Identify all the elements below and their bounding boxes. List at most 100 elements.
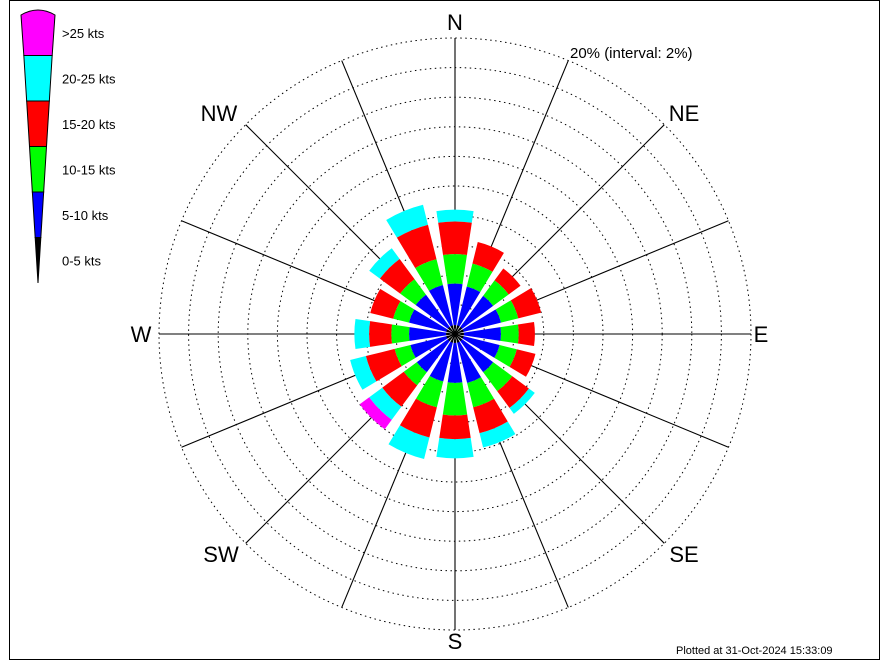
- legend-swatch-4: [31, 191, 45, 238]
- petal-e-bin-0: [455, 332, 464, 336]
- petal-s-bin-0: [453, 334, 457, 343]
- petal-ene-bin-0: [455, 329, 464, 334]
- petal-ssw-bin-1: [429, 341, 453, 382]
- compass-label-e: E: [754, 322, 769, 347]
- petal-nnw-bin-1: [429, 285, 453, 327]
- petal-wsw-bin-0: [446, 334, 455, 339]
- petal-sse-bin-2: [467, 377, 494, 408]
- compass-label-sw: SW: [203, 542, 239, 567]
- petal-ssw-bin-3: [399, 398, 437, 438]
- petal-ene-bin-2: [495, 300, 519, 323]
- petal-ssw-bin-4: [388, 425, 430, 459]
- petal-sse-bin-3: [473, 398, 508, 434]
- compass-label-nw: NW: [201, 101, 238, 126]
- petal-n-bin-0: [453, 325, 457, 334]
- petal-wnw-bin-3: [370, 288, 401, 319]
- wind-petals: [350, 204, 542, 459]
- petal-sw-bin-4: [369, 387, 402, 420]
- petal-n-bin-3: [438, 221, 472, 255]
- legend-swatch-5: [34, 237, 42, 284]
- petal-n-bin-1: [447, 283, 463, 326]
- petal-sw-bin-5: [359, 397, 392, 430]
- petal-wsw-bin-2: [394, 345, 416, 367]
- legend-swatch-0: [20, 9, 56, 56]
- petal-e-bin-1: [463, 327, 501, 341]
- petal-se-bin-0: [455, 334, 463, 342]
- petal-nne-bin-2: [466, 263, 493, 293]
- petal-sse-bin-4: [479, 421, 516, 448]
- petal-s-bin-2: [442, 382, 468, 416]
- plotted-timestamp: Plotted at 31-Oct-2024 15:33:09: [676, 645, 833, 657]
- petal-nne-bin-1: [457, 286, 481, 327]
- petal-wsw-bin-3: [365, 348, 402, 382]
- petal-wsw-bin-1: [410, 336, 448, 358]
- petal-ne-bin-0: [455, 326, 463, 334]
- compass-labels: N NE E SE S SW W NW: [131, 10, 769, 654]
- petal-ese-bin-0: [455, 334, 464, 339]
- petal-ne-bin-1: [460, 295, 494, 329]
- petal-se-bin-1: [460, 339, 494, 373]
- petal-ssw-bin-0: [450, 334, 455, 343]
- ring-scale-label: 20% (interval: 2%): [570, 45, 693, 62]
- compass-label-ne: NE: [669, 101, 700, 126]
- petal-n-bin-2: [443, 254, 467, 285]
- petal-nw-bin-0: [447, 326, 455, 334]
- petal-wsw-bin-4: [350, 356, 377, 390]
- petal-ene-bin-3: [510, 288, 542, 319]
- petal-se-bin-4: [509, 388, 535, 414]
- legend-label-3: 10-15 kts: [62, 162, 116, 177]
- compass-label-se: SE: [669, 542, 698, 567]
- plot-frame: [9, 0, 880, 660]
- petal-s-bin-1: [447, 342, 463, 383]
- petal-se-bin-3: [497, 376, 529, 408]
- petal-se-bin-2: [483, 362, 513, 392]
- petal-w-bin-4: [354, 318, 371, 350]
- petal-nne-bin-3: [472, 242, 504, 272]
- petal-sw-bin-0: [447, 334, 455, 342]
- petal-wnw-bin-2: [393, 301, 415, 323]
- petal-nw-bin-1: [415, 294, 450, 329]
- petal-nw-bin-2: [400, 279, 427, 306]
- petal-ese-bin-3: [509, 349, 536, 377]
- petal-w-bin-1: [409, 327, 447, 341]
- petal-nnw-bin-0: [450, 325, 455, 334]
- legend-label-1: 20-25 kts: [62, 71, 116, 86]
- petal-wnw-bin-1: [409, 309, 448, 332]
- petal-wnw-bin-0: [446, 329, 455, 334]
- petal-ssw-bin-2: [416, 375, 444, 408]
- petal-nnw-bin-3: [396, 224, 437, 269]
- petal-sw-bin-2: [403, 362, 427, 386]
- petal-nnw-bin-4: [386, 204, 428, 238]
- legend-swatch-3: [28, 146, 48, 193]
- legend-label-0: >25 kts: [62, 26, 105, 41]
- compass-label-s: S: [448, 629, 463, 654]
- legend-label-2: 15-20 kts: [62, 117, 116, 132]
- legend-swatch-1: [23, 55, 53, 102]
- petal-ese-bin-2: [494, 345, 517, 367]
- petal-w-bin-0: [446, 332, 455, 336]
- petal-e-bin-2: [500, 324, 519, 344]
- petal-n-bin-4: [436, 209, 474, 223]
- petal-sse-bin-0: [455, 334, 460, 343]
- petal-sw-bin-3: [382, 371, 418, 407]
- compass-label-w: W: [131, 322, 152, 347]
- legend-label-4: 5-10 kts: [62, 208, 109, 223]
- petal-ese-bin-1: [462, 336, 500, 358]
- petal-sw-bin-1: [416, 339, 450, 373]
- petal-nne-bin-0: [455, 325, 460, 334]
- petal-s-bin-3: [439, 414, 471, 440]
- petal-ne-bin-2: [483, 280, 509, 306]
- compass-label-n: N: [447, 10, 463, 35]
- petal-sse-bin-1: [457, 341, 481, 383]
- legend-label-5: 0-5 kts: [62, 253, 102, 268]
- legend-swatch-2: [26, 100, 50, 147]
- petal-ne-bin-3: [494, 268, 521, 295]
- petal-ene-bin-1: [462, 309, 501, 332]
- petal-nw-bin-4: [369, 248, 400, 279]
- petal-w-bin-3: [369, 321, 393, 347]
- petal-e-bin-3: [517, 322, 535, 346]
- speed-legend: >25 kts 20-25 kts 15-20 kts 10-15 kts 5-10 k…: [20, 9, 116, 284]
- petal-nnw-bin-2: [415, 259, 443, 291]
- petal-w-bin-2: [391, 324, 410, 344]
